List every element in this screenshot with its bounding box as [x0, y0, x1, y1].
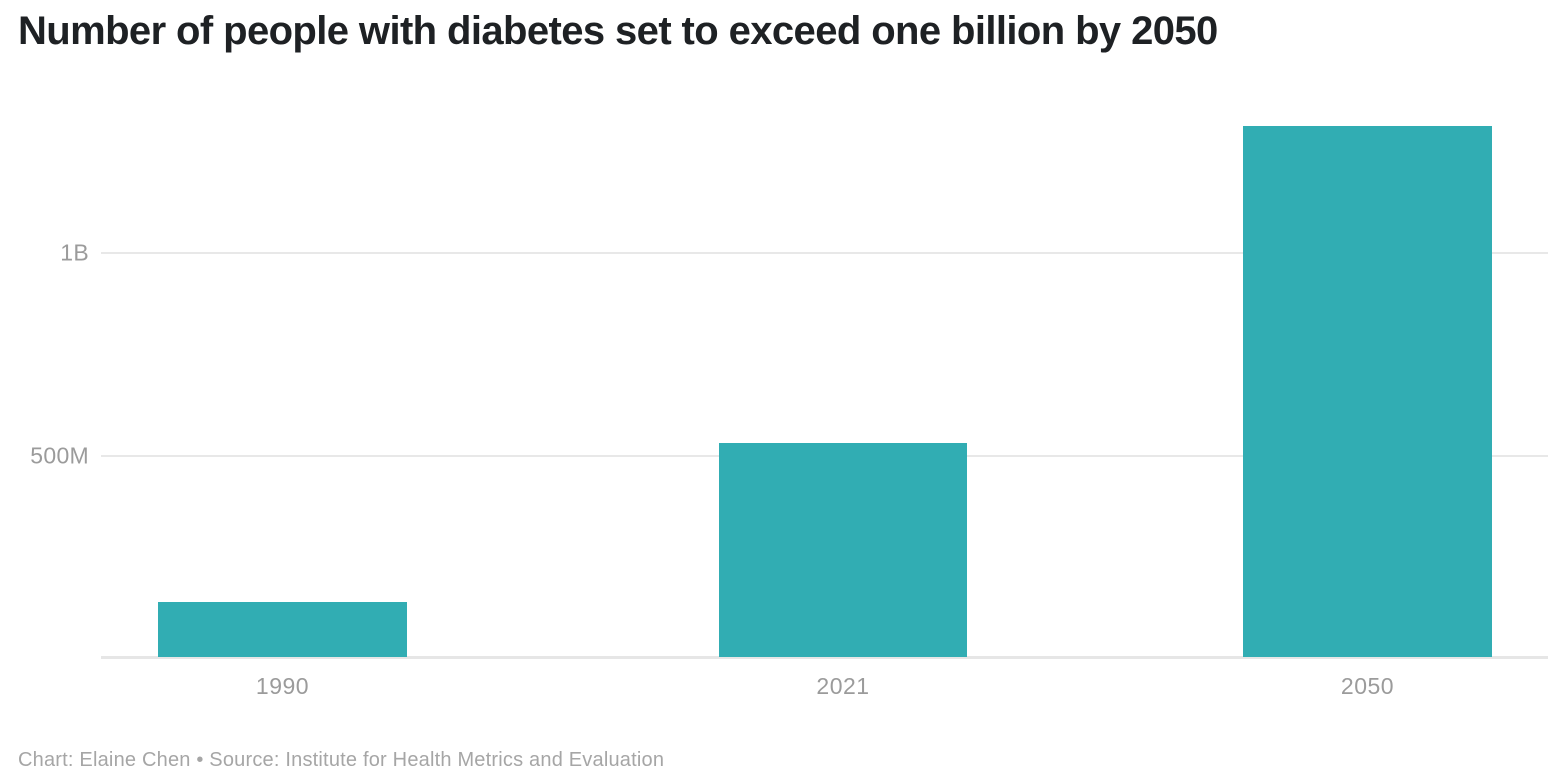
- chart-title: Number of people with diabetes set to ex…: [18, 9, 1218, 53]
- x-axis-label-2050: 2050: [1340, 673, 1395, 699]
- chart-footer: Chart: Elaine Chen • Source: Institute f…: [18, 749, 665, 771]
- gridline-1b: [101, 252, 1548, 254]
- bar-1990: [158, 602, 407, 657]
- x-axis-line: [101, 656, 1548, 659]
- x-axis-label-1990: 1990: [255, 673, 310, 699]
- y-axis-label-500m: 500M: [30, 442, 89, 469]
- bar-2021: [719, 443, 967, 657]
- bar-2050: [1243, 126, 1492, 657]
- x-axis-label-2021: 2021: [816, 673, 870, 699]
- y-axis-label-1b: 1B: [60, 239, 89, 266]
